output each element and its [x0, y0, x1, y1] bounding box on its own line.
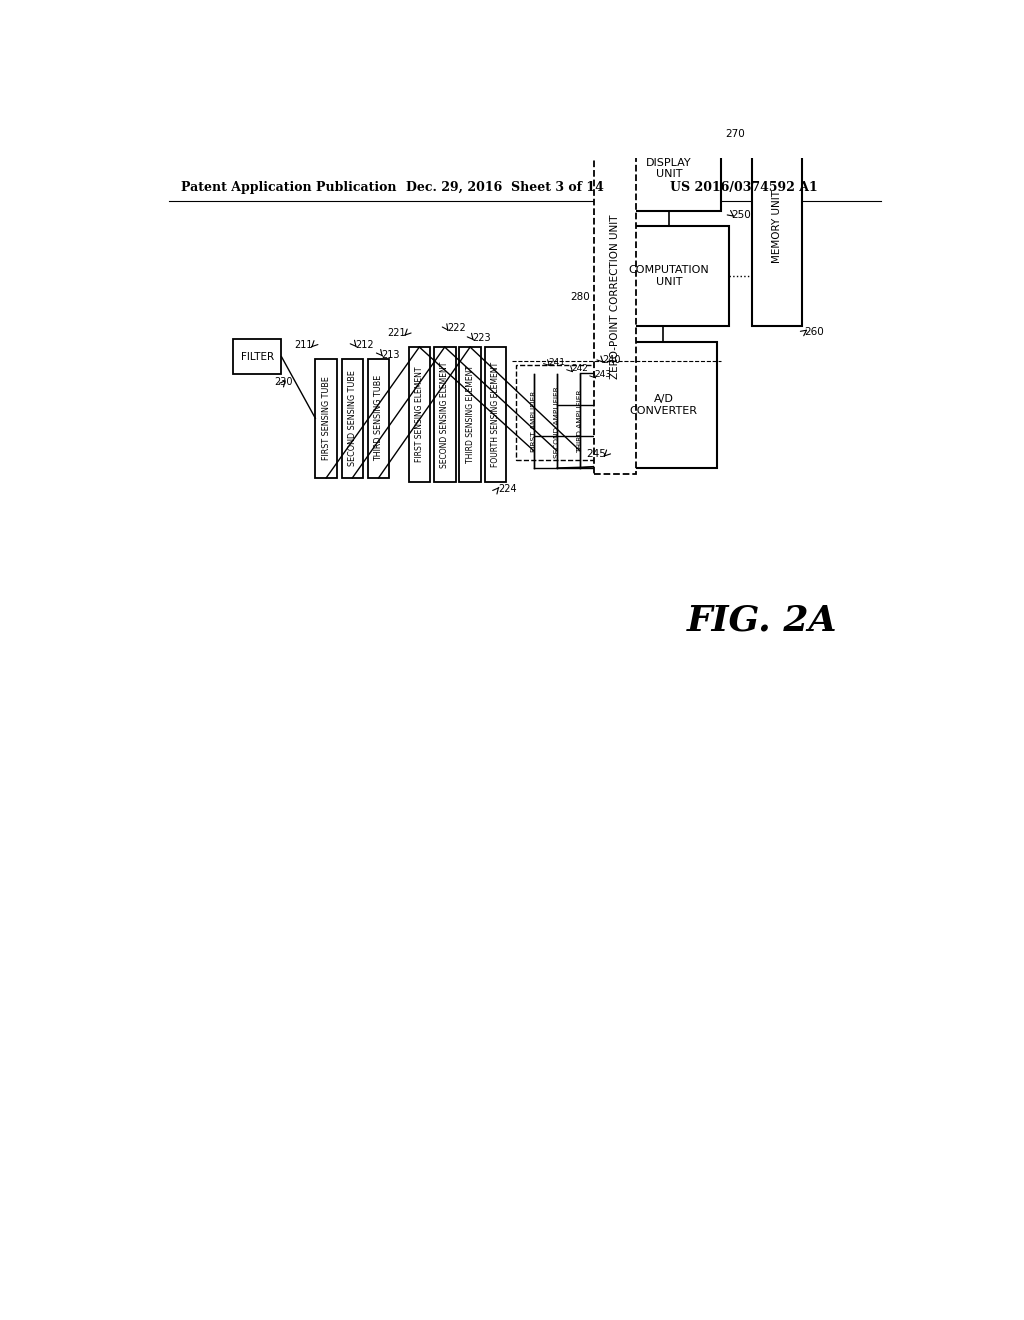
Bar	[368, 359, 389, 478]
Text: 250: 250	[731, 210, 751, 219]
Bar	[460, 347, 481, 482]
Text: THIRD SENSING TUBE: THIRD SENSING TUBE	[374, 375, 383, 462]
Text: FILTER: FILTER	[241, 351, 273, 362]
Text: US 2016/0374592 A1: US 2016/0374592 A1	[670, 181, 817, 194]
Text: 241: 241	[548, 358, 565, 367]
Text: FIRST AMPLIFIER: FIRST AMPLIFIER	[531, 391, 537, 453]
Text: FIRST SENSING TUBE: FIRST SENSING TUBE	[322, 376, 331, 461]
Bar	[484, 347, 506, 482]
Text: MEMORY UNIT: MEMORY UNIT	[772, 190, 782, 263]
Text: THIRD AMPLIFIER: THIRD AMPLIFIER	[578, 389, 584, 454]
Text: 240: 240	[602, 355, 622, 366]
Text: 260: 260	[804, 327, 824, 338]
Text: 213: 213	[382, 350, 400, 360]
Bar	[609, 342, 717, 469]
Text: FIG. 2A: FIG. 2A	[687, 603, 838, 638]
Text: SECOND SENSING ELEMENT: SECOND SENSING ELEMENT	[440, 362, 450, 467]
Text: THIRD SENSING ELEMENT: THIRD SENSING ELEMENT	[466, 366, 475, 463]
Text: Patent Application Publication: Patent Application Publication	[180, 181, 396, 194]
Bar	[409, 347, 430, 482]
Text: 242: 242	[571, 364, 588, 374]
Text: COMPUTATION
UNIT: COMPUTATION UNIT	[629, 265, 710, 286]
Text: 221: 221	[388, 329, 407, 338]
Text: 245: 245	[586, 449, 605, 459]
Text: SECOND AMPLIFIER: SECOND AMPLIFIER	[554, 385, 560, 458]
Bar	[434, 347, 456, 482]
Text: 243: 243	[594, 371, 611, 379]
Text: 270: 270	[725, 129, 744, 139]
Text: 212: 212	[355, 339, 374, 350]
Text: SECOND SENSING TUBE: SECOND SENSING TUBE	[348, 371, 356, 466]
Bar	[609, 226, 729, 326]
Bar	[233, 339, 282, 374]
Bar	[315, 359, 337, 478]
Text: 224: 224	[498, 484, 516, 495]
Text: 280: 280	[570, 292, 590, 302]
Text: 222: 222	[447, 323, 466, 333]
Text: A/D
CONVERTER: A/D CONVERTER	[630, 393, 697, 416]
Bar	[594, 120, 637, 474]
Text: 223: 223	[472, 333, 492, 343]
Text: DISPLAY
UNIT: DISPLAY UNIT	[646, 157, 692, 180]
Bar	[752, 127, 802, 326]
Text: Dec. 29, 2016  Sheet 3 of 14: Dec. 29, 2016 Sheet 3 of 14	[407, 181, 604, 194]
Bar	[617, 127, 721, 211]
Bar	[516, 364, 598, 461]
Text: 211: 211	[295, 339, 313, 350]
Text: 230: 230	[273, 376, 292, 387]
Text: ZERO-POINT CORRECTION UNIT: ZERO-POINT CORRECTION UNIT	[610, 215, 621, 379]
Text: FIRST SENSING ELEMENT: FIRST SENSING ELEMENT	[415, 367, 424, 462]
Text: FOURTH SENSING ELEMENT: FOURTH SENSING ELEMENT	[492, 362, 500, 467]
Bar	[342, 359, 364, 478]
